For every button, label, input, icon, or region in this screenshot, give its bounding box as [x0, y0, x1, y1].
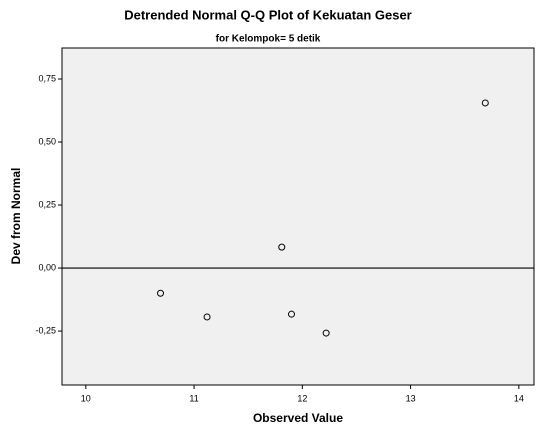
chart-subtitle: for Kelompok= 5 detik: [216, 34, 321, 45]
point: [157, 289, 165, 297]
x-tick-label: 12: [297, 393, 307, 403]
y-tick-label: 0,75: [38, 73, 56, 83]
x-tick-label: 11: [189, 393, 198, 403]
point: [481, 99, 489, 107]
y-tick-label: 0,25: [38, 199, 56, 209]
y-tick-label: -0,25: [35, 325, 56, 335]
x-tick-label: 14: [514, 393, 524, 403]
point: [322, 329, 330, 337]
y-axis-title: Dev from Normal: [9, 168, 23, 265]
x-tick-label: 10: [81, 393, 91, 403]
point: [203, 313, 211, 321]
y-tick-label: 0,50: [38, 136, 56, 146]
plot-area: [61, 47, 535, 386]
y-tick-label: 0,00: [38, 262, 56, 272]
x-axis-title: Observed Value: [253, 411, 343, 425]
chart-title: Detrended Normal Q-Q Plot of Kekuatan Ge…: [124, 7, 412, 22]
x-tick-label: 13: [406, 393, 416, 403]
point: [278, 243, 286, 251]
point: [288, 310, 296, 318]
